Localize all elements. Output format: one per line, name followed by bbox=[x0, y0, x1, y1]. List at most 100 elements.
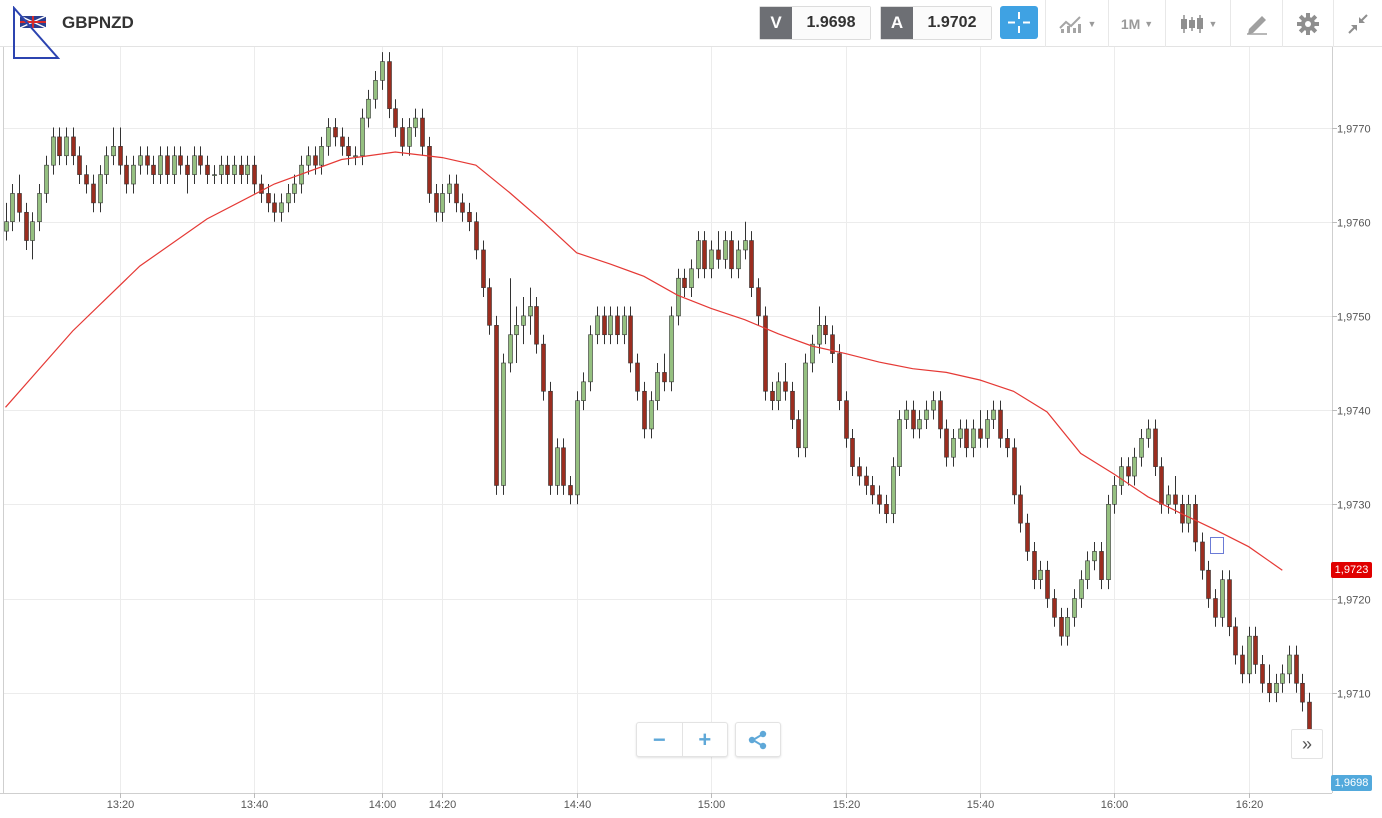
candle-body bbox=[904, 409, 909, 420]
chevron-down-icon: ▼ bbox=[1144, 18, 1154, 29]
candle-body bbox=[978, 428, 983, 439]
share-button[interactable] bbox=[735, 722, 781, 757]
candle-body bbox=[790, 390, 795, 420]
candle bbox=[111, 127, 116, 166]
settings-button[interactable] bbox=[1282, 0, 1333, 47]
candle-body bbox=[1260, 664, 1265, 684]
candle-body bbox=[420, 117, 425, 147]
candle bbox=[823, 315, 828, 345]
zoom-out-button[interactable]: − bbox=[637, 723, 682, 756]
candle bbox=[212, 165, 217, 185]
candle bbox=[37, 184, 42, 232]
candle-body bbox=[911, 409, 916, 430]
candle-body bbox=[541, 343, 546, 392]
candlestick-chart[interactable]: 1,9770 1,9760 1,9750 1,9740 1,9730 1,9720 1,97… bbox=[0, 47, 1382, 818]
candle bbox=[689, 259, 694, 298]
candle bbox=[682, 268, 687, 298]
candle-body bbox=[118, 146, 123, 166]
candle bbox=[1079, 570, 1084, 608]
candle bbox=[1220, 570, 1225, 627]
candle-body bbox=[897, 419, 902, 467]
candle-body bbox=[1280, 673, 1285, 684]
buy-tag[interactable]: A bbox=[881, 7, 913, 39]
y-tick-label: 1,9770 bbox=[1337, 124, 1371, 136]
buy-price[interactable]: 1.9702 bbox=[913, 7, 991, 39]
candle bbox=[971, 419, 976, 458]
candle-body bbox=[958, 428, 963, 439]
candle-body bbox=[743, 240, 748, 251]
candle-body bbox=[924, 409, 929, 420]
candle bbox=[897, 410, 902, 477]
candle bbox=[205, 155, 210, 185]
candle-body bbox=[655, 372, 660, 401]
candle bbox=[716, 231, 721, 269]
zoom-in-button[interactable]: + bbox=[681, 723, 728, 756]
draw-button[interactable] bbox=[1230, 0, 1282, 47]
candle-body bbox=[534, 306, 539, 345]
crosshair-button[interactable] bbox=[1000, 6, 1038, 39]
candle bbox=[521, 297, 526, 345]
candle bbox=[1032, 541, 1037, 590]
candle bbox=[151, 155, 156, 185]
candle bbox=[400, 118, 405, 156]
chevron-down-icon: ▼ bbox=[1208, 18, 1218, 29]
candle bbox=[51, 127, 56, 175]
candle bbox=[1213, 589, 1218, 627]
pencil-icon bbox=[1246, 15, 1267, 35]
candle-body bbox=[225, 164, 230, 175]
candle-body bbox=[837, 353, 842, 401]
candle-body bbox=[198, 155, 203, 166]
scroll-to-end-button[interactable]: » bbox=[1291, 729, 1323, 759]
candle-body bbox=[669, 315, 674, 383]
chart-type-button[interactable]: ▼ bbox=[1045, 0, 1108, 47]
candle bbox=[219, 155, 224, 185]
candle bbox=[1018, 485, 1023, 533]
candle-body bbox=[178, 155, 183, 166]
candle-body bbox=[151, 164, 156, 175]
sell-tag[interactable]: V bbox=[760, 7, 792, 39]
y-tick-label: 1,9750 bbox=[1337, 312, 1371, 324]
candle bbox=[508, 278, 513, 373]
candle-body bbox=[803, 362, 808, 449]
candle bbox=[528, 287, 533, 335]
collapse-button[interactable] bbox=[1333, 0, 1382, 47]
candle bbox=[857, 457, 862, 486]
timeframe-button[interactable]: 1M ▼ bbox=[1108, 0, 1165, 47]
candle-body bbox=[272, 202, 277, 213]
sell-quote[interactable]: V 1.9698 bbox=[759, 6, 871, 40]
candle-body bbox=[219, 164, 224, 175]
candle-body bbox=[131, 164, 136, 185]
candle-body bbox=[1173, 494, 1178, 505]
candle bbox=[501, 353, 506, 495]
candle-body bbox=[245, 164, 250, 175]
candle-body bbox=[1032, 551, 1037, 580]
candles-button[interactable]: ▼ bbox=[1165, 0, 1230, 47]
y-tick-label: 1,9740 bbox=[1337, 406, 1371, 418]
candle-body bbox=[1119, 466, 1124, 486]
candle bbox=[407, 118, 412, 156]
candle-body bbox=[91, 183, 96, 204]
candle-body bbox=[521, 315, 526, 326]
candle bbox=[427, 136, 432, 203]
candle-body bbox=[387, 61, 392, 109]
candle bbox=[494, 315, 499, 495]
candle-body bbox=[158, 155, 163, 175]
candle-body bbox=[427, 146, 432, 194]
candle bbox=[669, 306, 674, 392]
candle-body bbox=[333, 127, 338, 138]
candle bbox=[676, 268, 681, 326]
candle-body bbox=[380, 61, 385, 81]
sell-price[interactable]: 1.9698 bbox=[792, 7, 870, 39]
candle-body bbox=[1240, 654, 1245, 675]
buy-quote[interactable]: A 1.9702 bbox=[880, 6, 992, 40]
candle-body bbox=[165, 155, 170, 175]
candle-body bbox=[279, 202, 284, 213]
candle-body bbox=[548, 390, 553, 486]
candle bbox=[1052, 589, 1057, 627]
candle-body bbox=[1300, 682, 1305, 703]
candle-body bbox=[494, 325, 499, 486]
candle bbox=[232, 155, 237, 185]
x-tick-label: 16:00 bbox=[1101, 799, 1129, 811]
candle-body bbox=[964, 428, 969, 449]
candle bbox=[131, 155, 136, 194]
